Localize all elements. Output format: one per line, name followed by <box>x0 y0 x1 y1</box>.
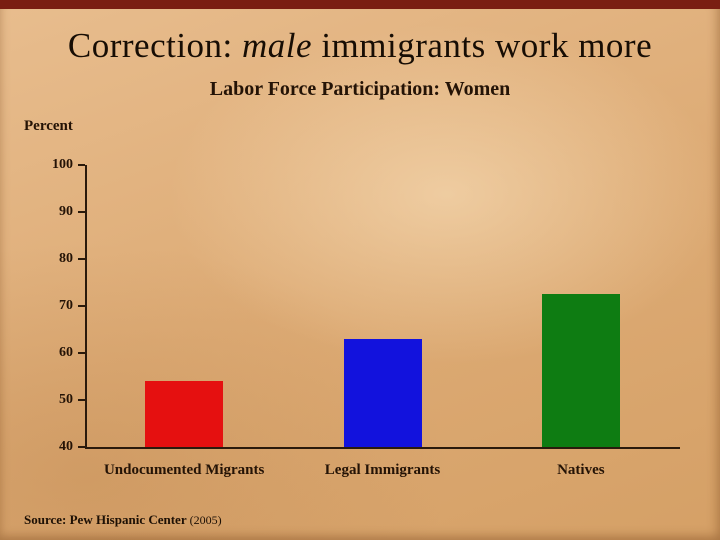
title-italic-word: male <box>242 26 313 65</box>
y-axis-tick-label: 80 <box>59 251 73 266</box>
y-axis-tick-label: 40 <box>59 439 73 454</box>
chart-subtitle: Labor Force Participation: Women <box>209 78 511 100</box>
source-note: Source: Pew Hispanic Center (2005) <box>24 512 222 528</box>
y-axis-tick-mark <box>78 399 85 401</box>
y-axis-tick-mark <box>78 258 85 260</box>
y-axis-tick-mark <box>78 305 85 307</box>
y-axis-tick-label: 100 <box>52 157 73 172</box>
bar-natives <box>541 294 620 447</box>
y-axis-tick-mark <box>78 352 85 354</box>
bar-chart: 100 90 80 70 60 50 40 <box>52 157 680 454</box>
y-axis-tick-mark <box>78 211 85 213</box>
top-accent-bar <box>0 0 720 9</box>
y-axis-tick-label: 70 <box>59 298 73 313</box>
y-axis-line <box>85 165 87 447</box>
bar-undocumented-migrants <box>145 381 224 447</box>
x-axis-category-label: Legal Immigrants <box>324 462 441 478</box>
y-axis-tick-label: 90 <box>59 204 73 219</box>
y-axis-tick-label: 60 <box>59 345 73 360</box>
title-prefix: Correction: <box>67 26 243 65</box>
x-axis-category-label: Natives <box>557 462 605 478</box>
y-axis-title: Percent <box>24 118 73 134</box>
x-axis-baseline <box>85 447 680 449</box>
y-axis-tick-label: 50 <box>59 392 73 407</box>
source-label: Source: Pew Hispanic Center <box>24 512 187 527</box>
x-axis-category-label: Undocumented Migrants <box>103 462 265 478</box>
y-axis-tick-mark <box>78 446 85 448</box>
bar-legal-immigrants <box>343 338 422 447</box>
y-axis-tick-mark <box>78 164 85 166</box>
title-suffix: immigrants work more <box>312 26 653 65</box>
slide-title: Correction: male immigrants work more <box>0 26 720 66</box>
source-year: (2005) <box>186 513 222 527</box>
